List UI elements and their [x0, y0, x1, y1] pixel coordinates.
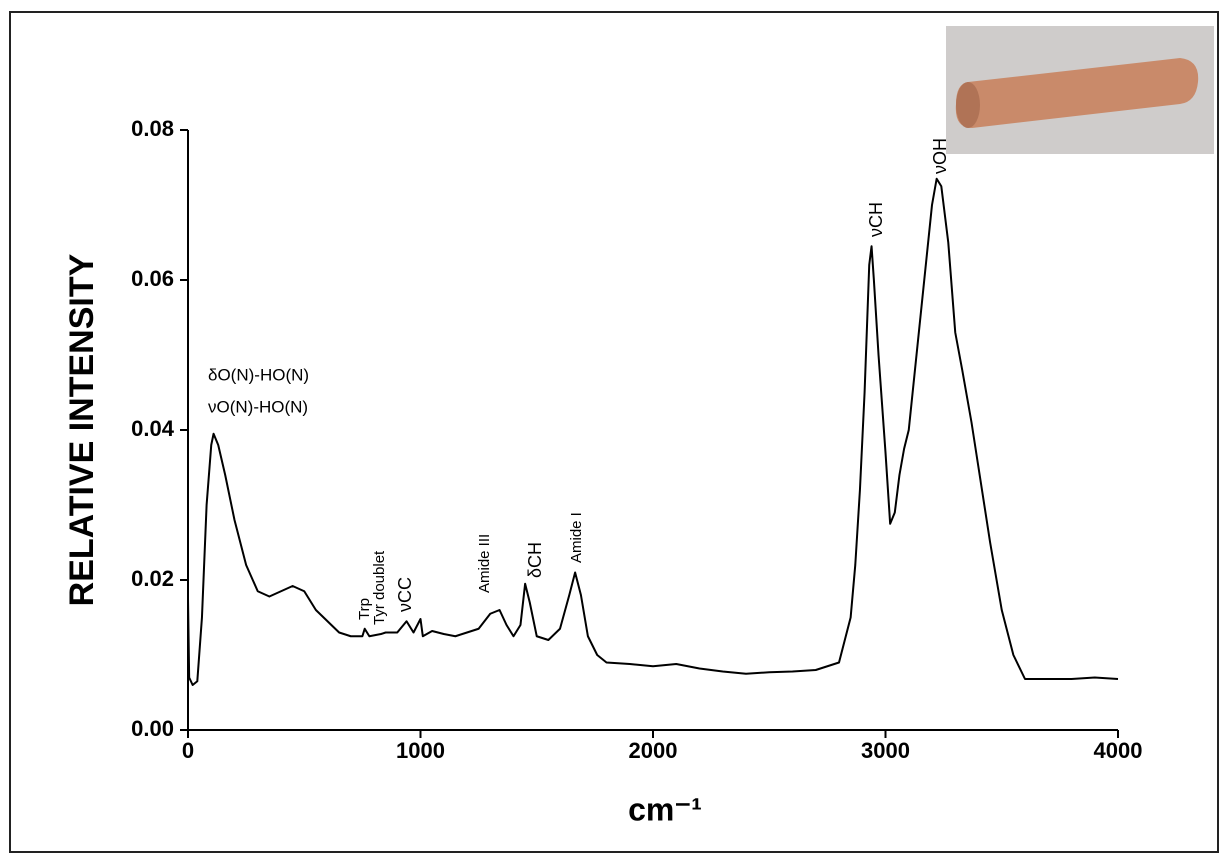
annotation: δCH [525, 542, 545, 578]
annotation: δO(N)-HO(N) [208, 365, 309, 384]
annotation: Amide III [476, 534, 493, 593]
x-tick-label: 3000 [861, 738, 910, 763]
x-tick-label: 2000 [629, 738, 678, 763]
annotation: νCC [395, 577, 415, 612]
annotation: νOH [930, 138, 950, 174]
photo-inset [946, 26, 1214, 154]
annotation: νO(N)-HO(N) [208, 397, 308, 416]
photo-cylinder [955, 58, 1199, 128]
annotation: νCH [866, 202, 886, 237]
y-tick-label: 0.04 [131, 416, 175, 441]
annotation: Trp [356, 598, 373, 620]
x-tick-label: 1000 [396, 738, 445, 763]
y-tick-label: 0.00 [131, 716, 174, 741]
y-tick-label: 0.08 [131, 116, 174, 141]
x-axis-label: cm⁻¹ [628, 791, 702, 827]
spectrum-line [187, 177, 1119, 686]
y-tick-label: 0.02 [131, 566, 174, 591]
y-tick-label: 0.06 [131, 266, 174, 291]
annotation: Amide I [568, 512, 585, 563]
y-axis-label: RELATIVE INTENSITY [63, 253, 101, 606]
photo-cylinder-end [956, 82, 980, 128]
annotation: Tyr doublet [371, 550, 388, 625]
x-tick-label: 4000 [1094, 738, 1143, 763]
x-tick-label: 0 [182, 738, 194, 763]
